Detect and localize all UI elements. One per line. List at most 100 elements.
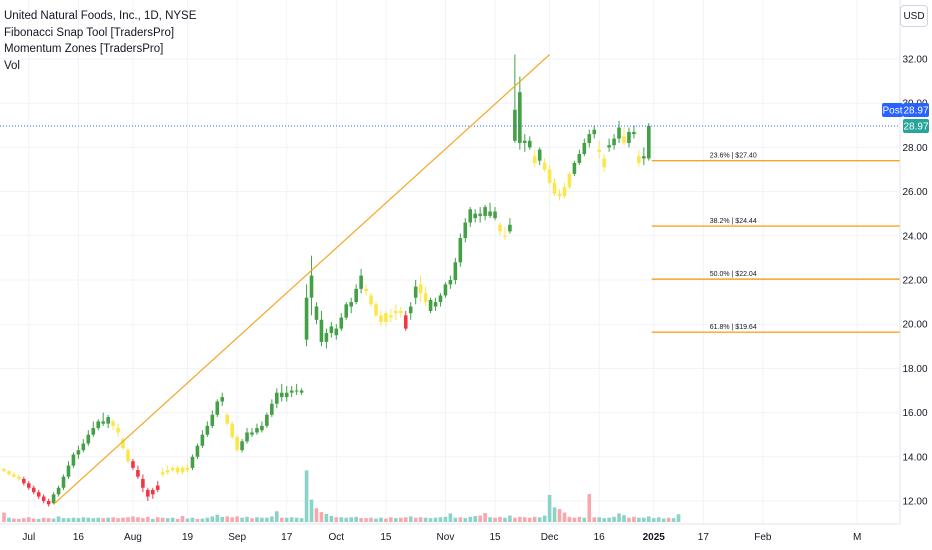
volume-bar: [111, 517, 115, 522]
candle: [632, 125, 636, 139]
close-price-badge: 28.97: [903, 122, 928, 133]
candle-body: [101, 421, 105, 424]
volume-bar: [309, 499, 314, 522]
indicator-momentum-zones[interactable]: Momentum Zones [TradersPro]: [4, 43, 164, 55]
x-tick-label: Dec: [541, 532, 559, 543]
candle-body: [56, 487, 61, 495]
candle-body: [329, 326, 334, 334]
candle-body: [552, 182, 557, 194]
candle-body: [374, 304, 378, 316]
candle-body: [468, 209, 473, 223]
candle-body: [403, 315, 408, 329]
candle-body: [622, 136, 626, 143]
volume-bar: [661, 518, 666, 522]
candle: [483, 204, 487, 221]
candle: [121, 436, 125, 451]
price-axis[interactable]: 12.00 14.00 16.00 18.00 20.00 22.00 24.00 26.00…: [899, 0, 928, 524]
chart-grid: [0, 0, 900, 524]
volume-bar: [493, 517, 497, 522]
candle-body: [349, 302, 353, 307]
trend-line[interactable]: [53, 54, 551, 505]
candle: [195, 443, 200, 460]
candle-body: [547, 169, 552, 183]
volume-bar: [532, 516, 537, 522]
indicator-volume[interactable]: Vol: [4, 59, 20, 72]
candle-body: [433, 302, 438, 307]
candle-body: [81, 443, 86, 451]
candle-body: [284, 392, 289, 398]
candle-body: [453, 262, 458, 280]
volume-bar: [399, 517, 403, 522]
candle-body: [443, 284, 448, 296]
candle: [314, 302, 319, 325]
candle-body: [354, 288, 358, 303]
candle-body: [76, 450, 81, 455]
x-tick-label: 15: [489, 532, 501, 543]
symbol-title[interactable]: United Natural Foods, Inc., 1D, NYSE: [4, 10, 197, 22]
candle-body: [359, 275, 363, 289]
candle-body: [592, 129, 597, 135]
candle: [225, 412, 229, 426]
candle: [433, 297, 438, 311]
candle-body: [151, 489, 155, 495]
volume-bar: [389, 517, 393, 522]
volume-bar: [126, 517, 130, 522]
candle: [294, 383, 299, 395]
volume-bar: [443, 516, 448, 522]
x-tick-label: M: [853, 532, 861, 543]
currency-button[interactable]: USD: [900, 5, 928, 27]
candle: [453, 257, 458, 285]
candle: [86, 430, 91, 446]
candle: [111, 419, 115, 431]
volume-bar: [160, 517, 165, 522]
candle-body: [180, 467, 185, 473]
candle: [91, 421, 96, 437]
volume-bar: [503, 517, 507, 522]
volume-bar: [141, 518, 145, 522]
candle-body: [155, 485, 160, 490]
volume-bar: [602, 518, 606, 522]
candle: [403, 310, 408, 331]
candle: [428, 297, 433, 314]
candle-body: [215, 401, 220, 415]
candle-body: [567, 173, 572, 188]
volume-bar: [86, 517, 91, 522]
candle-body: [106, 417, 110, 424]
candle: [384, 310, 388, 327]
volume-bar: [676, 514, 681, 522]
candle-body: [314, 306, 319, 320]
candle: [76, 445, 81, 460]
candle-body: [587, 134, 592, 143]
candle-body: [299, 390, 304, 393]
candle-body: [389, 315, 393, 318]
volume-bar: [31, 518, 36, 522]
volume-bar: [607, 517, 611, 522]
volume-bar: [359, 518, 363, 522]
candle-body: [304, 297, 309, 340]
drawing-overlays: 23.6% | $27.40 38.2% | $24.44 50.0% | $22.…: [0, 54, 900, 505]
volume-bar: [165, 518, 170, 522]
chart-legend[interactable]: United Natural Foods, Inc., 1D, NYSE Fib…: [4, 8, 196, 74]
candle: [66, 461, 71, 479]
candle-body: [602, 158, 606, 168]
volume-bar: [210, 516, 215, 522]
volume-bar: [270, 516, 274, 522]
volume-bar: [547, 494, 552, 522]
volume-bar: [7, 517, 11, 522]
candle-body: [36, 492, 41, 497]
candle-body: [96, 421, 101, 429]
x-tick-label: 16: [73, 532, 85, 543]
indicator-fibonacci[interactable]: Fibonacci Snap Tool [TradersPro]: [4, 26, 175, 39]
candle-body: [369, 295, 373, 305]
volume-bar: [284, 517, 289, 522]
time-axis[interactable]: Jul 16 Aug 19 Sep 17 Oct 15 Nov 15 Dec 16 2025 17 Feb M: [0, 523, 900, 543]
candle: [155, 481, 160, 493]
candle-body: [557, 193, 562, 197]
volume-bar: [637, 517, 641, 522]
volume-bar: [279, 517, 284, 522]
volume-bar: [319, 512, 324, 522]
candle: [617, 120, 621, 143]
post-price-badge: 28.97: [903, 106, 928, 117]
